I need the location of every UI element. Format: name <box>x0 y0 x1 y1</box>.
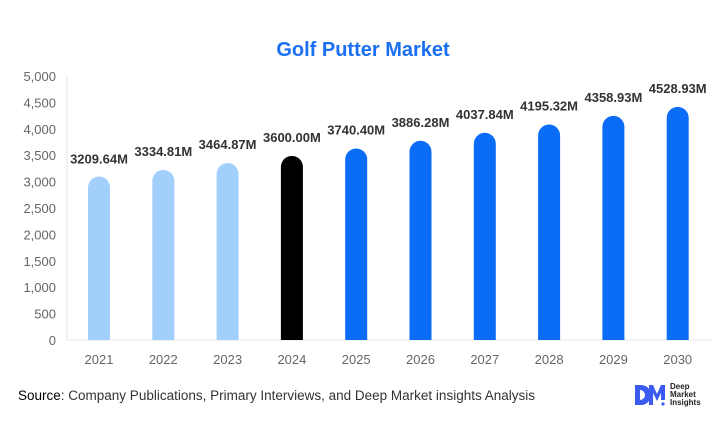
y-tick-label: 2,000 <box>23 227 56 242</box>
data-label: 4358.93M <box>584 90 642 105</box>
bar-2021 <box>88 176 110 340</box>
data-label: 3600.00M <box>263 130 321 145</box>
data-label: 4037.84M <box>456 107 514 122</box>
source-label: Source <box>18 388 61 403</box>
x-tick-label: 2024 <box>277 352 306 367</box>
x-tick-label: 2027 <box>470 352 499 367</box>
bar-2030 <box>666 106 689 341</box>
y-tick-label: 3,000 <box>23 175 56 190</box>
data-label: 3886.28M <box>392 115 450 130</box>
y-tick-label: 0 <box>49 333 56 348</box>
bar-2025 <box>345 148 368 340</box>
data-label: 3464.87M <box>199 137 257 152</box>
bar-2029 <box>602 115 625 340</box>
logo-text: Deep Market Insights <box>670 383 701 407</box>
y-tick-label: 5,000 <box>23 69 56 84</box>
x-tick-label: 2025 <box>342 352 371 367</box>
bar-2026 <box>409 140 432 340</box>
data-label: 4528.93M <box>649 81 707 96</box>
logo-line: Insights <box>670 398 701 407</box>
logo-line: Market <box>670 390 696 399</box>
source-note: Source: Company Publications, Primary In… <box>18 388 535 403</box>
bar-2027 <box>473 132 496 340</box>
x-tick-label: 2029 <box>599 352 628 367</box>
data-label: 3740.40M <box>327 123 385 138</box>
y-tick-label: 3,500 <box>23 148 56 163</box>
x-tick-label: 2022 <box>149 352 178 367</box>
y-tick-label: 500 <box>34 307 56 322</box>
y-tick-label: 4,000 <box>23 122 56 137</box>
logo-line: Deep <box>670 382 690 391</box>
x-tick-label: 2023 <box>213 352 242 367</box>
x-tick-label: 2021 <box>85 352 114 367</box>
y-tick-label: 4,500 <box>23 95 56 110</box>
data-label: 3334.81M <box>134 144 192 159</box>
y-tick-label: 2,500 <box>23 201 56 216</box>
x-tick-label: 2026 <box>406 352 435 367</box>
source-text: : Company Publications, Primary Intervie… <box>60 388 535 403</box>
data-label: 3209.64M <box>70 152 128 167</box>
y-tick-label: 1,500 <box>23 254 56 269</box>
x-tick-label: 2030 <box>663 352 692 367</box>
bar-2024 <box>280 155 303 340</box>
logo: Deep Market Insights <box>634 383 701 407</box>
dm-logo-icon <box>635 385 665 406</box>
chart-title: Golf Putter Market <box>276 39 450 61</box>
data-label: 4195.32M <box>520 98 578 113</box>
y-tick-label: 1,000 <box>23 280 56 295</box>
bar-2028 <box>538 124 561 340</box>
x-tick-label: 2028 <box>535 352 564 367</box>
bar-2022 <box>152 169 175 340</box>
bar-2023 <box>216 163 239 340</box>
